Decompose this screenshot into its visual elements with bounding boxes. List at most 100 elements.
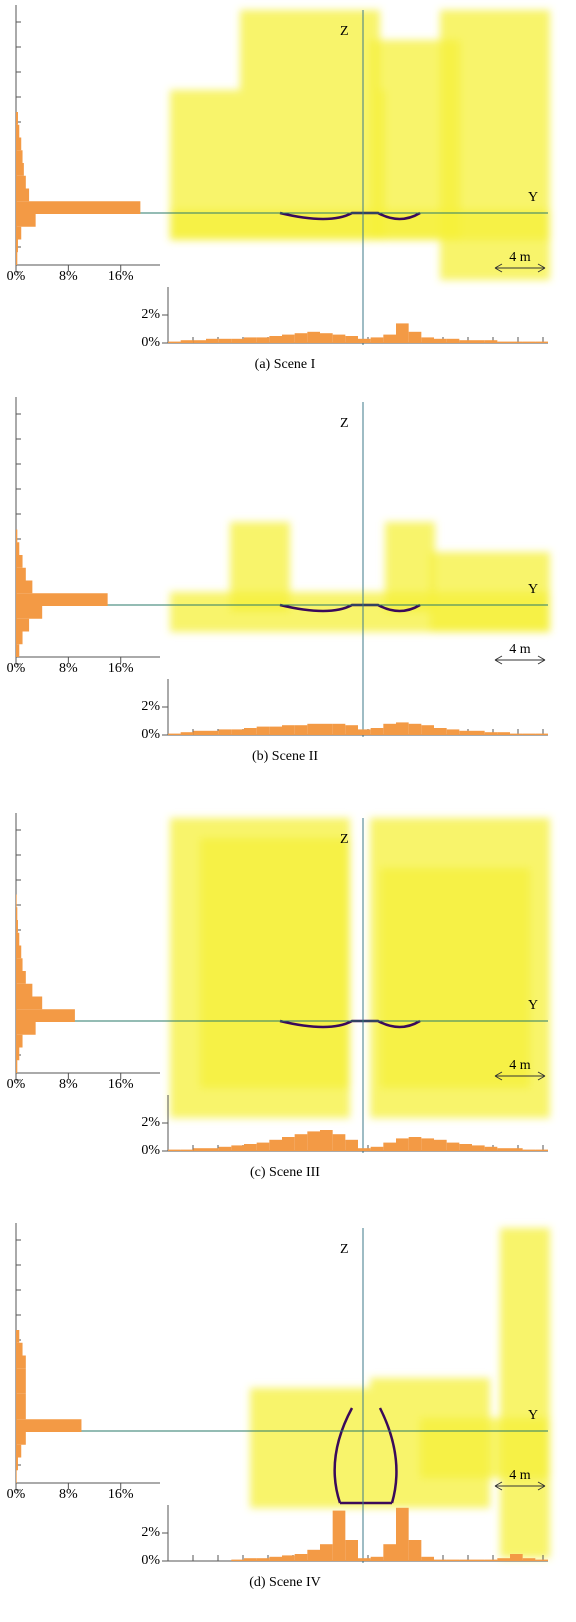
side-tick-label: 16% xyxy=(108,661,134,676)
bottom-bar xyxy=(307,723,320,735)
bottom-bar xyxy=(383,1544,396,1561)
side-bar xyxy=(16,188,30,202)
bottom-bar xyxy=(180,340,194,343)
bottom-bar xyxy=(472,340,485,343)
bottom-bar xyxy=(383,334,396,343)
bottom-bar xyxy=(484,340,498,343)
bottom-bar xyxy=(180,732,194,735)
side-bar xyxy=(16,1342,23,1356)
side-bar xyxy=(16,529,18,543)
side-bar xyxy=(16,618,30,632)
cloud-blob xyxy=(380,868,530,1088)
bottom-bar xyxy=(497,1558,510,1561)
bottom-bar xyxy=(408,1540,422,1561)
bottom-bar xyxy=(421,725,434,735)
caption: (b) Scene II xyxy=(252,749,318,764)
side-bar xyxy=(16,971,26,984)
bottom-bar xyxy=(320,1130,333,1151)
bottom-tick-label: 2% xyxy=(141,1115,160,1130)
bottom-bar xyxy=(193,1148,206,1151)
caption: (c) Scene III xyxy=(250,1165,320,1180)
bottom-bar xyxy=(307,1131,320,1151)
bottom-bar xyxy=(421,337,434,343)
caption: (a) Scene I xyxy=(255,357,316,372)
bottom-bar xyxy=(497,341,510,343)
bottom-bar xyxy=(408,723,422,735)
bottom-tick-label: 2% xyxy=(141,699,160,714)
bottom-bar xyxy=(332,334,346,343)
side-bar xyxy=(16,894,17,908)
side-tick-label: 0% xyxy=(7,661,26,676)
bottom-bar xyxy=(345,1540,358,1561)
side-bar xyxy=(16,1406,26,1420)
y-label: Y xyxy=(528,998,538,1013)
bottom-bar xyxy=(484,1559,498,1561)
side-bar xyxy=(16,226,22,240)
bottom-bar xyxy=(345,1139,358,1151)
side-tick-label: 16% xyxy=(108,1077,134,1092)
bottom-bar xyxy=(459,1144,472,1151)
bottom-bar xyxy=(193,730,206,735)
point-cloud xyxy=(170,818,550,1118)
panel: Z Y 4 m 0% 8% 16% 0% 2% (c) Scene III xyxy=(7,813,550,1180)
side-tick-label: 16% xyxy=(108,1487,134,1502)
bottom-bar xyxy=(244,1144,257,1151)
bottom-bar xyxy=(383,1142,396,1151)
bottom-bar xyxy=(408,1137,422,1151)
bottom-bar xyxy=(396,1507,409,1561)
bottom-tick-label: 2% xyxy=(141,1525,160,1540)
side-bar xyxy=(16,1457,18,1471)
side-bar xyxy=(16,983,33,997)
panel: Z Y 4 m 0% 8% 16% 0% 2% (a) Scene I xyxy=(7,5,550,372)
bottom-bar xyxy=(332,1134,346,1151)
side-bar xyxy=(16,1330,20,1343)
side-bar xyxy=(16,1060,18,1073)
bottom-bar xyxy=(484,732,498,735)
panel: Z Y 4 m 0% 8% 16% 0% 2% (b) Scene II xyxy=(7,397,550,764)
bottom-bar xyxy=(168,341,181,343)
bottom-bar xyxy=(282,1555,295,1561)
bottom-bar xyxy=(282,725,295,735)
scale-label: 4 m xyxy=(509,642,531,657)
bottom-bar xyxy=(497,732,510,735)
side-bar xyxy=(16,201,141,214)
side-bar xyxy=(16,1393,26,1407)
bottom-bar xyxy=(345,336,358,343)
scale-arrow xyxy=(494,655,546,665)
side-tick-label: 16% xyxy=(108,269,134,284)
side-bar xyxy=(16,163,24,176)
bottom-bar xyxy=(472,1559,485,1561)
bottom-bar xyxy=(231,338,244,343)
bottom-tick-label: 0% xyxy=(141,1553,160,1568)
side-tick-label: 0% xyxy=(7,269,26,284)
bottom-bar xyxy=(370,728,384,735)
bottom-bar xyxy=(332,1510,346,1561)
scale-label: 4 m xyxy=(509,1058,531,1073)
bottom-bar xyxy=(510,341,523,343)
cloud-blob xyxy=(170,210,550,240)
bottom-bar xyxy=(320,1544,333,1561)
side-bar xyxy=(16,1381,26,1394)
bottom-tick-label: 0% xyxy=(141,335,160,350)
bottom-bar xyxy=(256,1142,270,1151)
bottom-bar xyxy=(497,1148,510,1151)
bottom-bar xyxy=(307,331,320,343)
bottom-bar xyxy=(434,728,447,735)
bottom-bar xyxy=(231,1145,244,1151)
bottom-bar xyxy=(459,340,472,343)
bottom-bar xyxy=(535,733,548,735)
bottom-bar xyxy=(256,726,270,735)
side-bar xyxy=(16,542,20,555)
side-bar xyxy=(16,580,33,594)
side-bar xyxy=(16,631,23,645)
cloud-blob xyxy=(250,1388,370,1508)
bottom-bar xyxy=(294,333,308,343)
bottom-bar xyxy=(206,338,219,343)
bottom-bar xyxy=(294,725,308,735)
side-bar xyxy=(16,150,23,163)
bottom-bar xyxy=(396,722,409,735)
cloud-blob xyxy=(430,552,550,632)
bottom-bar xyxy=(307,1549,320,1561)
bottom-bar xyxy=(282,334,295,343)
side-tick-label: 8% xyxy=(59,1487,78,1502)
